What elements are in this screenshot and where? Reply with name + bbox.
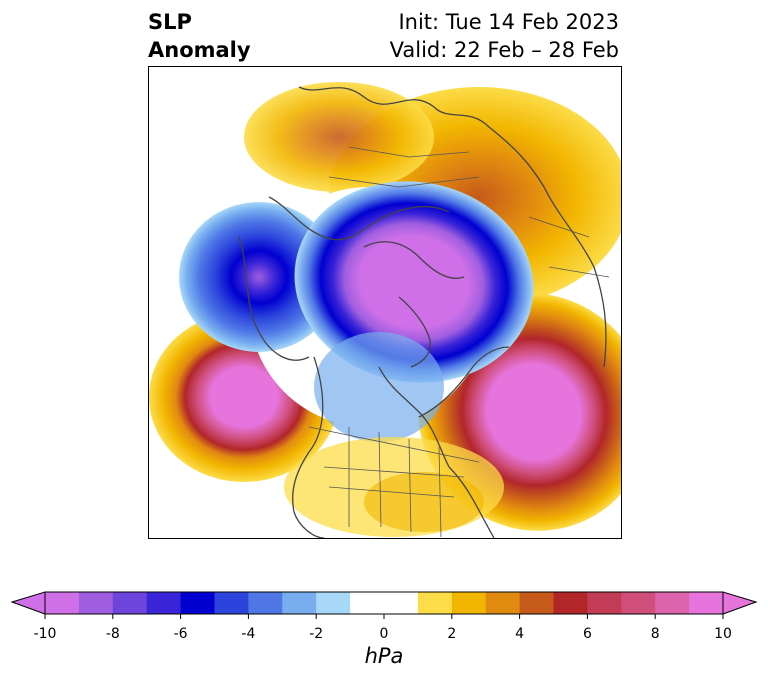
colorbar-tick-label: 10: [714, 626, 732, 642]
colorbar-extend-min: [10, 591, 46, 615]
colorbar-cell: [248, 592, 283, 614]
colorbar-tick-label: 8: [651, 626, 660, 642]
colorbar-extend-max: [722, 591, 758, 615]
colorbar-cell: [282, 592, 317, 614]
usa-positive-core: [364, 472, 484, 532]
colorbar-tick-label: -2: [309, 626, 323, 642]
colorbar-cell: [112, 592, 148, 614]
colorbar-tick-label: 4: [515, 626, 524, 642]
colorbar-tick-label: 2: [447, 626, 456, 642]
colorbar-cell: [519, 592, 554, 614]
colorbar-cell: [553, 592, 588, 614]
colorbar-cell: [587, 592, 622, 614]
colorbar-cell: [146, 592, 182, 614]
country-borders: [308, 146, 610, 538]
colorbar-tick-label: 0: [380, 626, 389, 642]
colorbar-cell: [180, 592, 215, 614]
title-line-variable: SLP: [148, 10, 192, 34]
init-date: Init: Tue 14 Feb 2023: [398, 10, 619, 34]
colorbar-cell: [621, 592, 656, 614]
colorbar-cell: [655, 592, 690, 614]
title-line-field: Anomaly: [148, 38, 251, 62]
colorbar-ticks: -10 -8 -6 -4 -2 0 2 4 6 8 10: [34, 614, 732, 642]
coastlines: [238, 86, 607, 538]
map-canvas: [149, 82, 621, 538]
europe-positive-anomaly: [244, 82, 434, 192]
colorbar-unit-label: hPa: [364, 644, 404, 668]
colorbar-cell: [485, 592, 521, 614]
canada-negative-anomaly: [314, 332, 444, 442]
colorbar: -10 -8 -6 -4 -2 0 2 4 6 8 10: [10, 591, 758, 642]
forecast-info: Init: Tue 14 Feb 2023 Valid: 22 Feb – 28…: [390, 8, 619, 64]
colorbar-cell: [45, 592, 80, 614]
polar-low-anomaly: [294, 181, 534, 383]
map-title: SLP Anomaly: [148, 8, 251, 64]
colorbar-cell: [316, 592, 351, 614]
siberia-low-anomaly: [179, 202, 339, 352]
colorbar-cell: [214, 592, 249, 614]
colorbar-tick-label: -8: [106, 626, 120, 642]
colorbar-cell: [384, 592, 419, 614]
colorbar-tick-label: -6: [174, 626, 188, 642]
slp-anomaly-map: [148, 66, 622, 539]
colorbar-tick-label: -4: [241, 626, 255, 642]
colorbar-cell: [689, 592, 724, 614]
colorbar-cell: [451, 592, 487, 614]
colorbar-tick-label: 6: [583, 626, 592, 642]
colorbar-cell: [417, 592, 453, 614]
colorbar-tick-label: -10: [34, 626, 57, 642]
colorbar-cell: [350, 592, 385, 614]
colorbar-cells: [45, 592, 724, 614]
valid-range: Valid: 22 Feb – 28 Feb: [389, 38, 619, 62]
colorbar-cell: [78, 592, 114, 614]
